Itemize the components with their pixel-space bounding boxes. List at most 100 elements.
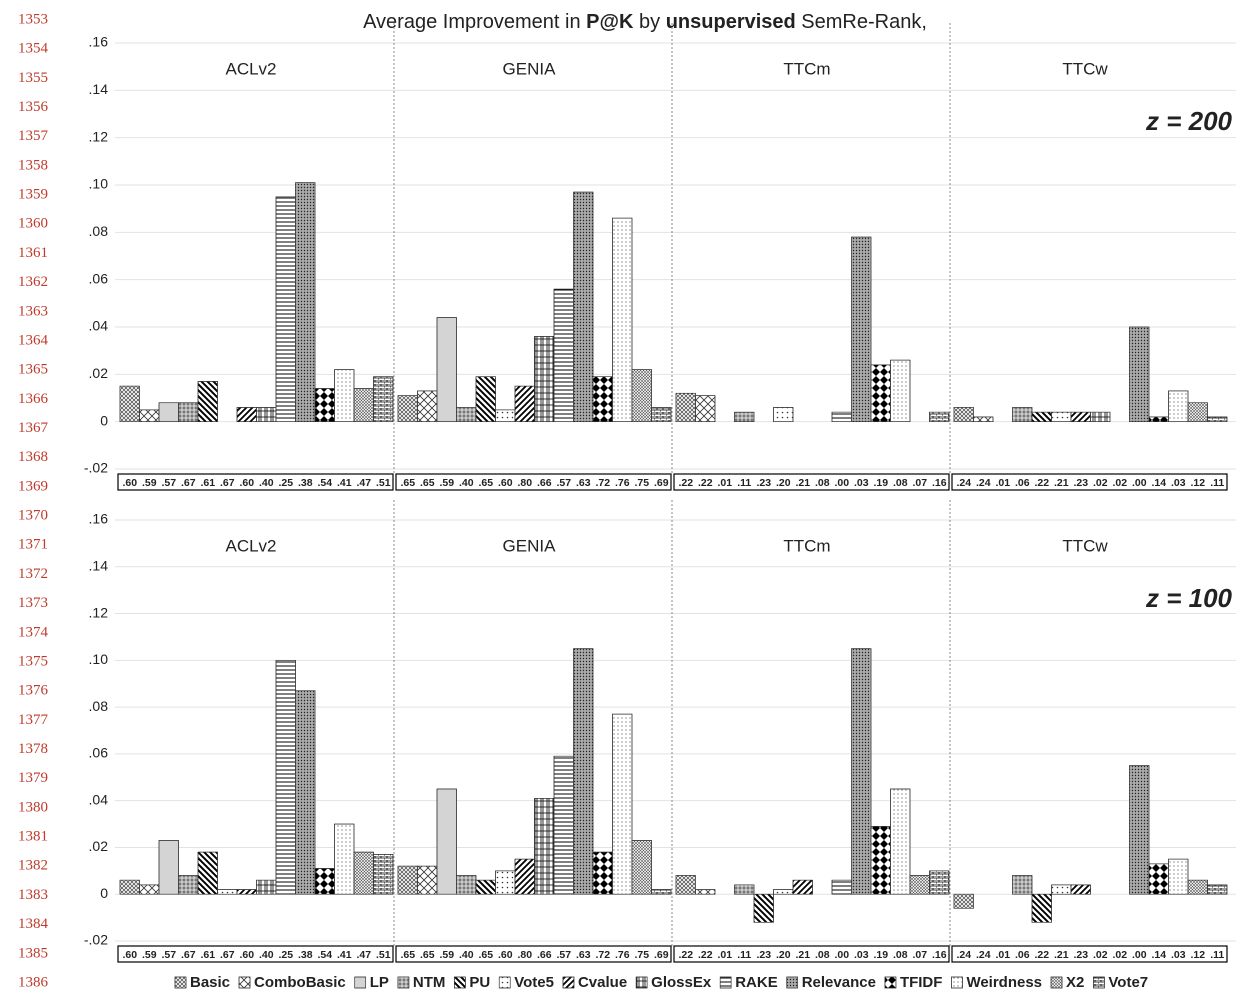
bar-pattern bbox=[275, 660, 296, 895]
group-label: TTCm bbox=[783, 536, 830, 555]
bar-pattern bbox=[1129, 326, 1150, 422]
legend-swatch-pattern bbox=[397, 976, 410, 989]
y-tick-label: -.02 bbox=[84, 932, 108, 948]
line-number: 1386 bbox=[18, 974, 49, 990]
legend-swatch-pattern bbox=[1093, 976, 1105, 989]
baseline-label: .76 bbox=[615, 477, 630, 489]
baseline-label: .67 bbox=[220, 477, 235, 489]
baseline-label: .65 bbox=[420, 949, 435, 961]
y-tick-label: .04 bbox=[89, 318, 109, 334]
y-tick-label: .06 bbox=[89, 270, 109, 286]
y-tick-label: .08 bbox=[89, 698, 109, 714]
baseline-label: .22 bbox=[698, 477, 713, 489]
bar-pattern bbox=[909, 875, 930, 895]
y-tick-label: .16 bbox=[89, 34, 109, 50]
bar-pattern bbox=[139, 884, 160, 895]
line-number: 1375 bbox=[18, 653, 48, 669]
bar-pattern bbox=[314, 868, 335, 895]
line-number: 1373 bbox=[18, 595, 48, 611]
bar-pattern bbox=[573, 648, 594, 895]
bar-pattern bbox=[631, 840, 652, 895]
baseline-label: .06 bbox=[1015, 949, 1030, 961]
bar-pattern bbox=[495, 870, 516, 895]
line-number: 1368 bbox=[18, 449, 48, 465]
line-number: 1354 bbox=[18, 41, 49, 57]
line-number: 1370 bbox=[18, 508, 48, 524]
baseline-label: .38 bbox=[298, 949, 313, 961]
bar-pattern bbox=[553, 288, 574, 422]
baseline-label: .22 bbox=[1034, 949, 1049, 961]
y-tick-label: .10 bbox=[89, 176, 109, 192]
bar-pattern bbox=[534, 798, 555, 895]
baseline-label: .03 bbox=[1171, 949, 1186, 961]
baseline-label: .06 bbox=[1015, 477, 1030, 489]
baseline-label: .21 bbox=[795, 477, 810, 489]
bar-pattern bbox=[295, 182, 316, 422]
legend-swatch-pattern bbox=[562, 976, 575, 989]
baseline-label: .60 bbox=[498, 477, 513, 489]
baseline-label: .60 bbox=[122, 949, 137, 961]
baseline-label: .75 bbox=[634, 477, 649, 489]
line-number: 1362 bbox=[18, 274, 48, 290]
bar-pattern bbox=[295, 690, 316, 895]
line-number: 1372 bbox=[18, 566, 48, 582]
baseline-label: .24 bbox=[976, 477, 991, 489]
baseline-label: .59 bbox=[439, 477, 454, 489]
line-number: 1353 bbox=[18, 11, 48, 27]
bar-pattern bbox=[929, 411, 950, 422]
baseline-label: .59 bbox=[142, 477, 157, 489]
baseline-label: .38 bbox=[298, 477, 313, 489]
bar-pattern bbox=[631, 369, 652, 422]
bar-pattern bbox=[831, 879, 852, 895]
line-number: 1363 bbox=[18, 303, 48, 319]
bar-pattern bbox=[475, 376, 496, 422]
baseline-label: .67 bbox=[181, 949, 196, 961]
bar-pattern bbox=[792, 879, 813, 895]
baseline-label: .76 bbox=[615, 949, 630, 961]
bar-pattern bbox=[334, 823, 355, 895]
baseline-box bbox=[395, 945, 672, 963]
bar-pattern bbox=[612, 217, 633, 422]
baseline-label: .65 bbox=[400, 949, 415, 961]
baseline-label: .19 bbox=[873, 477, 888, 489]
baseline-label: .57 bbox=[556, 477, 571, 489]
y-tick-label: 0 bbox=[100, 885, 108, 901]
baseline-label: .01 bbox=[717, 477, 732, 489]
bar-pattern bbox=[236, 407, 257, 422]
group-label: GENIA bbox=[503, 536, 557, 555]
legend-swatch-pattern bbox=[174, 976, 187, 989]
bar-pattern bbox=[1012, 407, 1033, 422]
baseline-label: .16 bbox=[932, 949, 947, 961]
bar-pattern bbox=[695, 395, 716, 422]
baseline-label: .67 bbox=[181, 477, 196, 489]
legend-label: GlossEx bbox=[651, 974, 712, 991]
title-part: by bbox=[633, 11, 665, 33]
baseline-label: .80 bbox=[517, 949, 532, 961]
title-part: unsupervised bbox=[666, 11, 796, 33]
title-part: SemRe-Rank, bbox=[796, 11, 927, 33]
bar-pattern bbox=[1090, 411, 1111, 422]
legend-label: Relevance bbox=[802, 974, 876, 991]
baseline-label: .60 bbox=[239, 949, 254, 961]
y-tick-label: .06 bbox=[89, 745, 109, 761]
baseline-box bbox=[673, 473, 950, 491]
y-tick-label: 0 bbox=[100, 412, 108, 428]
legend-label: X2 bbox=[1066, 974, 1084, 991]
baseline-box bbox=[117, 945, 394, 963]
baseline-label: .11 bbox=[1210, 477, 1224, 489]
bar-pattern bbox=[1051, 884, 1072, 895]
baseline-label: .63 bbox=[576, 949, 591, 961]
baseline-label: .03 bbox=[1171, 477, 1186, 489]
line-number: 1364 bbox=[18, 332, 49, 348]
legend-label: TFIDF bbox=[900, 974, 943, 991]
baseline-label: .22 bbox=[678, 477, 693, 489]
bar-pattern bbox=[1070, 411, 1091, 422]
y-tick-label: .12 bbox=[89, 604, 109, 620]
bar-pattern bbox=[1207, 884, 1228, 895]
bar-pattern bbox=[592, 851, 613, 895]
line-number: 1356 bbox=[18, 99, 49, 115]
bar-pattern bbox=[514, 385, 535, 422]
baseline-label: .65 bbox=[400, 477, 415, 489]
baseline-label: .12 bbox=[1190, 477, 1205, 489]
line-number: 1380 bbox=[18, 799, 48, 815]
